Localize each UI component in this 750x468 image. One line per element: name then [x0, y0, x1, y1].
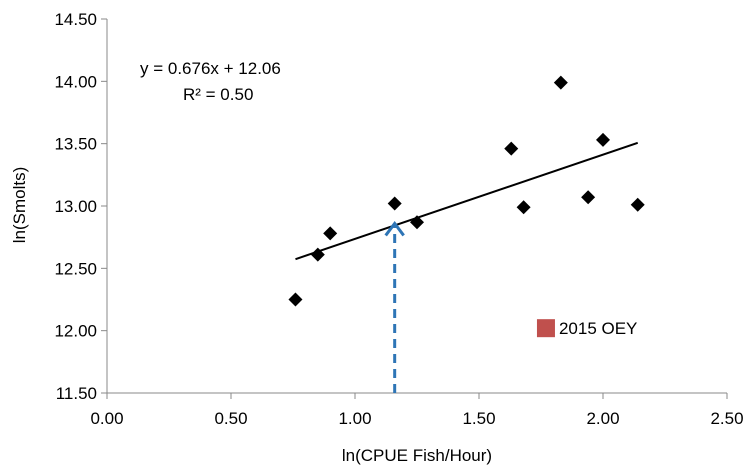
reference-arrow	[384, 220, 405, 393]
x-axis-title: ln(CPUE Fish/Hour)	[342, 446, 492, 465]
data-point	[630, 197, 645, 212]
data-point	[596, 132, 610, 147]
y-axis-title: ln(Smolts)	[10, 167, 29, 244]
x-tick-label: 2.00	[586, 409, 619, 428]
data-points	[288, 75, 645, 338]
trendline-equation: y = 0.676x + 12.06	[140, 59, 281, 78]
y-tick-label: 13.50	[54, 135, 97, 154]
x-tick-label: 0.00	[90, 409, 123, 428]
x-tick-label: 1.00	[338, 409, 371, 428]
y-tick-label: 11.50	[56, 384, 97, 403]
data-point	[516, 200, 531, 215]
data-point	[504, 141, 519, 156]
oey-label: 2015 OEY	[559, 319, 637, 338]
x-axis-ticks: 0.00 0.50 1.00 1.50 2.00 2.50	[90, 393, 744, 428]
arrow-head	[384, 220, 405, 237]
x-tick-label: 1.50	[462, 409, 495, 428]
y-tick-label: 12.00	[54, 322, 97, 341]
x-tick-label: 2.50	[710, 409, 743, 428]
r-squared-label: R² = 0.50	[183, 85, 253, 104]
oey-point	[536, 319, 555, 338]
y-tick-label: 14.00	[54, 72, 97, 91]
data-point	[323, 226, 338, 241]
data-point	[387, 196, 402, 211]
y-tick-label: 13.00	[54, 197, 97, 216]
data-point	[410, 215, 424, 230]
y-tick-label: 12.50	[54, 259, 97, 278]
y-axis-ticks: 11.50 12.00 12.50 13.00 13.50 14.00 14.50	[54, 10, 107, 403]
data-point	[310, 247, 325, 262]
y-tick-label: 14.50	[54, 10, 97, 29]
data-point	[581, 190, 596, 205]
trendline	[295, 141, 639, 261]
data-point	[288, 292, 303, 307]
data-point	[553, 75, 568, 90]
plot-area: 11.50 12.00 12.50 13.00 13.50 14.00 14.50 0.00…	[54, 10, 743, 428]
x-tick-label: 0.50	[214, 409, 247, 428]
